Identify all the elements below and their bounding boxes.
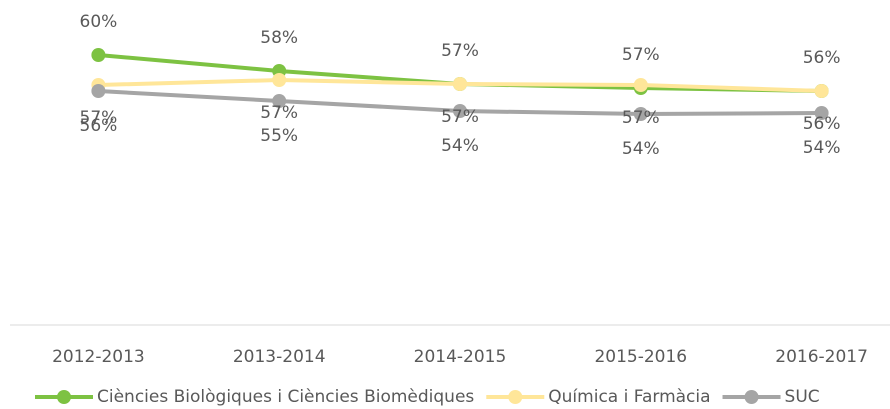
marker [814, 106, 829, 120]
marker [633, 107, 648, 121]
marker [814, 84, 829, 98]
legend-label: SUC [785, 387, 820, 407]
legend-label: Química i Farmàcia [548, 387, 710, 407]
x-tick-label: 2016-2017 [775, 347, 868, 367]
marker [272, 94, 287, 108]
data-label: 57% [441, 107, 479, 127]
marker [453, 77, 467, 91]
data-label: 54% [441, 136, 479, 156]
legend-label: Ciències Biològiques i Ciències Biomèdiq… [97, 387, 474, 407]
data-label: 54% [803, 138, 841, 158]
data-label: 57% [622, 45, 660, 65]
legend-marker [57, 390, 71, 404]
marker [633, 78, 648, 92]
data-label: 56% [80, 116, 118, 136]
legend-marker [744, 390, 759, 404]
marker [272, 73, 287, 87]
x-tick-label: 2014-2015 [414, 347, 507, 367]
data-label: 57% [260, 103, 298, 123]
legend-marker [508, 390, 523, 404]
x-tick-label: 2012-2013 [52, 347, 145, 367]
marker [91, 48, 106, 62]
marker [453, 104, 467, 118]
data-label: 54% [622, 139, 660, 159]
data-label: 57% [622, 108, 660, 128]
data-label: 57% [80, 108, 118, 128]
data-label: 57% [441, 41, 479, 61]
data-label: 60% [80, 12, 118, 32]
data-label: 56% [803, 48, 841, 68]
data-label: 58% [260, 28, 298, 48]
x-tick-label: 2013-2014 [233, 347, 326, 367]
x-tick-label: 2015-2016 [594, 347, 687, 367]
marker [91, 84, 106, 98]
data-label: 56% [803, 114, 841, 134]
data-label: 55% [260, 126, 298, 146]
